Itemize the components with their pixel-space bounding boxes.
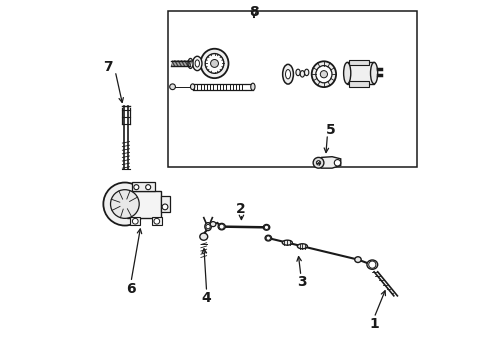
Ellipse shape xyxy=(195,60,199,67)
Circle shape xyxy=(334,159,341,166)
Bar xyxy=(132,182,155,191)
Text: 1: 1 xyxy=(369,317,379,331)
Bar xyxy=(161,196,170,212)
Ellipse shape xyxy=(205,54,224,73)
Text: 4: 4 xyxy=(202,291,212,305)
Circle shape xyxy=(170,84,175,90)
Circle shape xyxy=(219,224,224,229)
Bar xyxy=(347,62,374,84)
Bar xyxy=(152,217,162,225)
Circle shape xyxy=(146,185,151,190)
Ellipse shape xyxy=(283,64,294,84)
Circle shape xyxy=(103,183,147,226)
Text: 6: 6 xyxy=(126,282,136,296)
Bar xyxy=(349,59,368,65)
Circle shape xyxy=(368,261,376,268)
Circle shape xyxy=(266,236,270,240)
Ellipse shape xyxy=(200,49,228,78)
Ellipse shape xyxy=(200,233,208,240)
Ellipse shape xyxy=(316,66,332,83)
Ellipse shape xyxy=(193,56,202,71)
Ellipse shape xyxy=(251,83,255,90)
Text: 5: 5 xyxy=(326,123,336,137)
Bar xyxy=(349,81,368,87)
Bar xyxy=(168,12,417,167)
Circle shape xyxy=(111,190,139,219)
Polygon shape xyxy=(315,157,341,168)
Text: 8: 8 xyxy=(249,5,259,19)
Ellipse shape xyxy=(367,260,378,269)
Ellipse shape xyxy=(205,223,211,230)
Bar xyxy=(126,191,161,218)
Ellipse shape xyxy=(211,59,219,67)
Circle shape xyxy=(313,157,324,168)
Text: 7: 7 xyxy=(103,60,113,74)
Ellipse shape xyxy=(263,225,270,230)
Ellipse shape xyxy=(282,240,293,245)
Circle shape xyxy=(317,161,320,165)
Ellipse shape xyxy=(286,69,291,79)
Ellipse shape xyxy=(304,69,309,76)
Circle shape xyxy=(132,219,138,224)
Ellipse shape xyxy=(210,222,216,226)
Ellipse shape xyxy=(355,257,361,262)
Ellipse shape xyxy=(370,62,378,84)
Bar xyxy=(130,217,140,225)
Ellipse shape xyxy=(188,58,193,68)
Circle shape xyxy=(265,225,269,229)
Ellipse shape xyxy=(218,224,225,230)
Ellipse shape xyxy=(300,71,304,77)
Ellipse shape xyxy=(265,235,271,241)
Ellipse shape xyxy=(191,84,195,90)
Circle shape xyxy=(206,225,210,229)
Circle shape xyxy=(162,204,168,210)
Ellipse shape xyxy=(320,71,327,78)
Ellipse shape xyxy=(343,62,351,84)
Circle shape xyxy=(154,219,160,224)
Text: 3: 3 xyxy=(297,275,307,289)
Ellipse shape xyxy=(312,61,336,87)
Circle shape xyxy=(134,185,139,190)
Text: 2: 2 xyxy=(236,202,245,216)
Ellipse shape xyxy=(296,69,300,76)
Ellipse shape xyxy=(297,244,307,249)
